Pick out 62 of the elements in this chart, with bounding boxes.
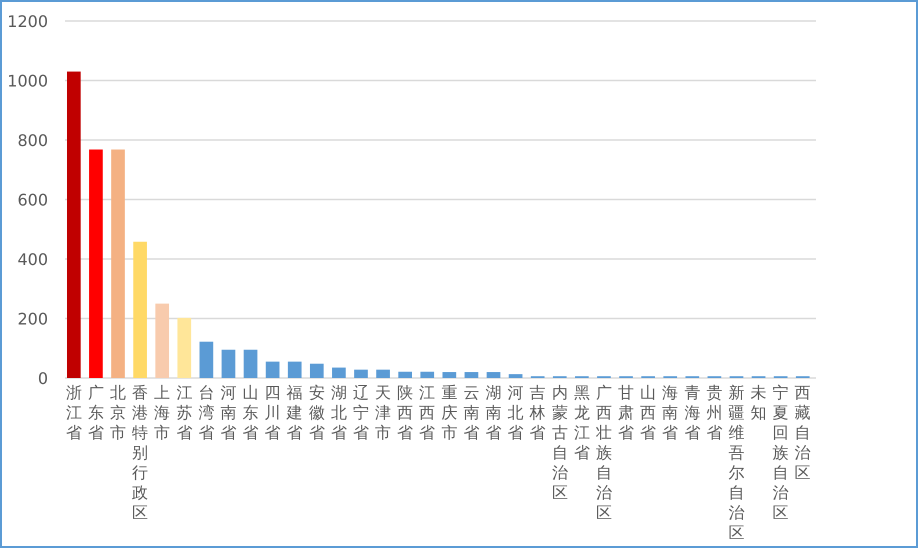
x-tick-label: 台湾省 xyxy=(198,383,214,442)
bar xyxy=(155,304,170,378)
x-tick-label: 广东省 xyxy=(88,383,104,442)
bar xyxy=(420,372,434,378)
x-tick-label: 宁夏回族自治区 xyxy=(772,383,789,522)
y-tick-label: 1200 xyxy=(7,12,48,31)
x-tick-label: 浙江省 xyxy=(66,383,82,442)
x-tick-label: 湖南省 xyxy=(486,383,502,442)
bar xyxy=(486,372,500,378)
x-tick-label: 未知 xyxy=(750,383,767,422)
y-tick-label: 200 xyxy=(17,310,48,328)
bar xyxy=(376,370,390,378)
x-tick-label: 河南省 xyxy=(220,383,236,442)
x-tick-label: 山西省 xyxy=(640,383,656,442)
bar xyxy=(266,362,280,378)
x-tick-label: 内蒙古自治区 xyxy=(552,383,568,502)
bar xyxy=(332,368,346,378)
y-tick-label: 800 xyxy=(17,131,48,150)
bar xyxy=(222,350,236,378)
y-tick-label: 600 xyxy=(17,190,48,210)
bar xyxy=(177,318,192,378)
y-tick-label: 1000 xyxy=(7,72,48,90)
x-tick-label: 湖北省 xyxy=(330,383,347,442)
bar xyxy=(354,370,368,378)
x-tick-label: 江苏省 xyxy=(176,383,192,442)
x-tick-label: 福建省 xyxy=(286,383,303,442)
y-tick-label: 0 xyxy=(38,369,48,388)
bar xyxy=(133,242,147,378)
bar xyxy=(200,342,214,378)
x-tick-label: 上海市 xyxy=(154,383,170,442)
bar xyxy=(66,72,81,378)
x-tick-label: 陕西省 xyxy=(397,383,414,442)
x-tick-label: 西藏自治区 xyxy=(794,383,811,482)
y-tick-label: 400 xyxy=(17,250,48,269)
x-tick-label: 贵州省 xyxy=(706,383,722,442)
x-tick-label: 天津市 xyxy=(375,383,392,442)
x-tick-label: 四川省 xyxy=(264,383,281,442)
x-tick-label: 云南省 xyxy=(463,383,480,442)
x-tick-label: 北京市 xyxy=(110,383,126,442)
x-tick-label: 青海省 xyxy=(684,383,700,442)
bar xyxy=(111,150,125,378)
bar xyxy=(464,372,478,378)
x-tick-label: 河北省 xyxy=(508,383,524,442)
bar xyxy=(398,372,412,378)
bar xyxy=(442,372,456,378)
bar xyxy=(288,362,302,378)
x-tick-label: 安徽省 xyxy=(308,383,325,442)
x-tick-label: 辽宁省 xyxy=(352,383,369,442)
x-tick-label: 山东省 xyxy=(242,383,259,442)
bar xyxy=(244,350,258,378)
x-tick-label: 吉林省 xyxy=(528,383,546,442)
bar xyxy=(508,374,522,378)
x-tick-label: 新疆维吾尔自治区 xyxy=(728,383,744,542)
x-tick-label: 甘肃省 xyxy=(618,383,634,442)
x-tick-label: 江西省 xyxy=(419,383,436,442)
x-tick-label: 黑龙江省 xyxy=(574,383,590,462)
bar xyxy=(89,150,103,378)
x-tick-label: 广西壮族自治区 xyxy=(594,383,612,522)
x-tick-label: 海南省 xyxy=(662,383,678,442)
bar xyxy=(310,364,324,378)
x-tick-label: 重庆市 xyxy=(441,383,458,442)
x-tick-label: 香港特别行政区 xyxy=(132,383,148,522)
